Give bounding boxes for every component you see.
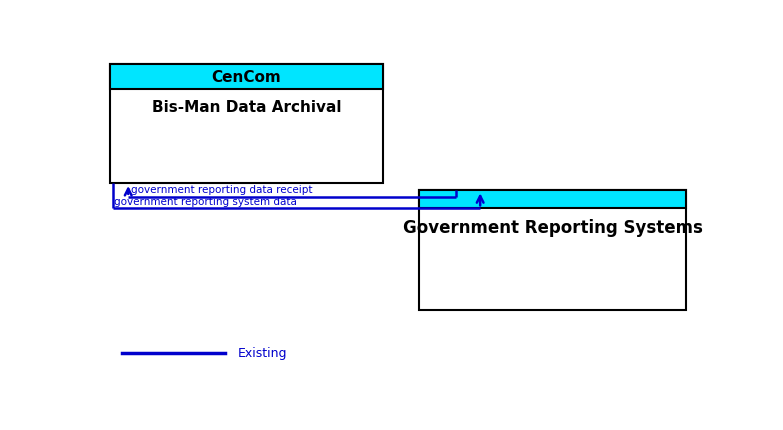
Bar xyxy=(420,190,687,209)
Text: government reporting system data: government reporting system data xyxy=(114,197,297,206)
Bar xyxy=(420,190,687,310)
Text: Bis-Man Data Archival: Bis-Man Data Archival xyxy=(152,100,341,114)
Text: Existing: Existing xyxy=(237,347,287,359)
Text: government reporting data receipt: government reporting data receipt xyxy=(132,184,312,195)
Bar xyxy=(110,65,383,90)
Bar xyxy=(110,65,383,184)
Text: CenCom: CenCom xyxy=(211,70,281,85)
Text: Government Reporting Systems: Government Reporting Systems xyxy=(403,219,703,237)
